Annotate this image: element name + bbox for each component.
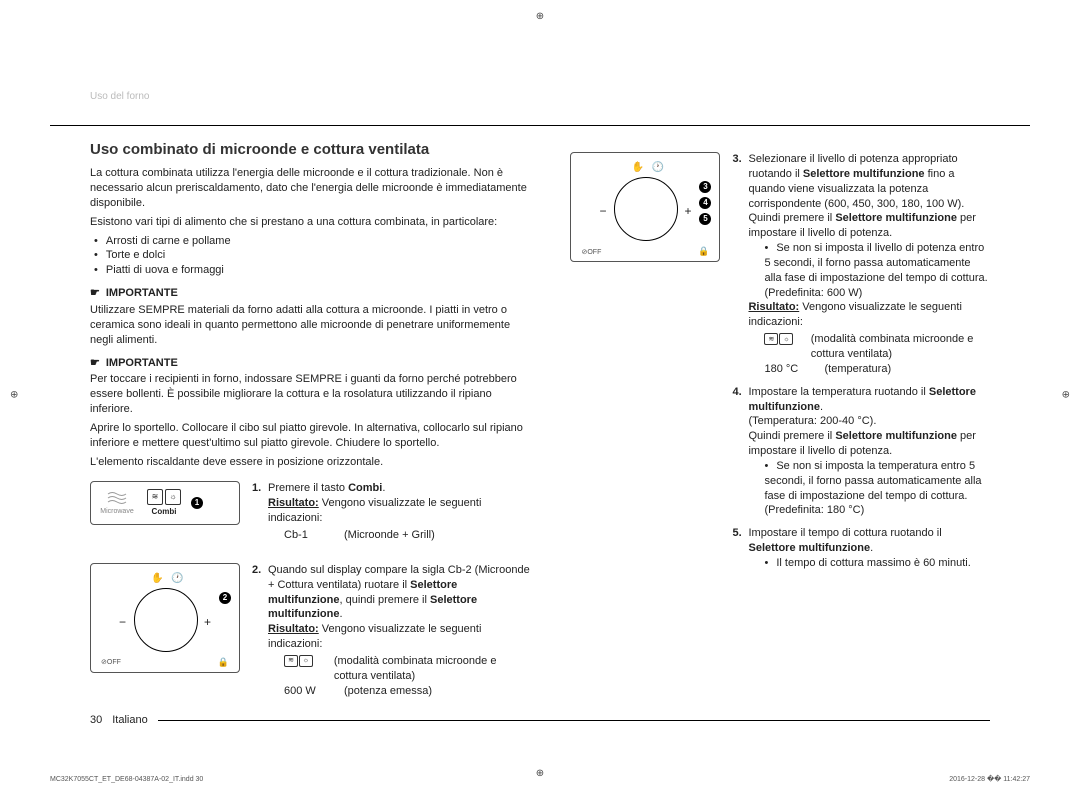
crop-mark-left: ⊕ xyxy=(10,388,18,402)
mode-icons: ≋☼ xyxy=(284,655,313,667)
step-badge-2: 2 xyxy=(219,592,231,604)
step-2-row: ✋ 🕐 − + ⊘OFF 🔒 2 2. Quando sul display c… xyxy=(90,563,530,707)
off-label: ⊘OFF xyxy=(101,658,121,667)
print-file-meta: MC32K7055CT_ET_DE68-04387A-02_IT.indd 30 xyxy=(50,775,203,784)
important-heading: IMPORTANTE xyxy=(90,286,530,301)
important-heading: IMPORTANTE xyxy=(90,356,530,371)
divider-line xyxy=(50,125,1030,126)
bullet-item: Piatti di uova e formaggi xyxy=(94,263,530,278)
step-2-text: 2. Quando sul display compare la sigla C… xyxy=(252,563,530,707)
step-345-row: ✋ 🕐 − + ⊘OFF 🔒 3 4 5 xyxy=(570,152,990,579)
step-badge-5: 5 xyxy=(699,213,711,225)
open-door: Aprire lo sportello. Collocare il cibo s… xyxy=(90,421,530,451)
intro-2: Esistono vari tipi di alimento che si pr… xyxy=(90,215,530,230)
clock-icon: 🕐 xyxy=(171,572,183,586)
page-number: 30 xyxy=(90,713,102,728)
crop-mark-top: ⊕ xyxy=(536,10,544,24)
step-badge-3: 3 xyxy=(699,181,711,193)
mode-icons: ≋☼ xyxy=(764,333,793,345)
bullet-item: Torte e dolci xyxy=(94,248,530,263)
clock-icon: 🕐 xyxy=(651,161,663,175)
left-column: Uso combinato di microonde e cottura ven… xyxy=(90,140,530,700)
bullet-item: Arrosti di carne e pollame xyxy=(94,234,530,249)
combi-button-figure: Microwave ≋☼ Combi 1 xyxy=(90,481,240,550)
heating-horiz: L'elemento riscaldante deve essere in po… xyxy=(90,455,530,470)
page-footer: 30 Italiano xyxy=(90,713,990,728)
section-tab: Uso del forno xyxy=(90,90,149,104)
combi-icon: ≋☼ xyxy=(147,489,181,505)
step-345-text: 3. Selezionare il livello di potenza app… xyxy=(732,152,990,579)
dial-figure-step2: ✋ 🕐 − + ⊘OFF 🔒 2 xyxy=(90,563,240,707)
step-badge-1: 1 xyxy=(191,497,203,509)
lock-icon: 🔒 xyxy=(218,656,229,668)
food-list: Arrosti di carne e pollame Torte e dolci… xyxy=(90,234,530,279)
microwave-icon: Microwave xyxy=(97,488,137,518)
dial-figure-step345: ✋ 🕐 − + ⊘OFF 🔒 3 4 5 xyxy=(570,152,720,579)
important-1: Utilizzare SEMPRE materiali da forno ada… xyxy=(90,303,530,348)
print-date-meta: 2016-12-28 �� 11:42:27 xyxy=(949,775,1030,784)
lock-icon: 🔒 xyxy=(698,245,709,257)
dial-icon xyxy=(134,588,198,652)
hand-icon: ✋ xyxy=(151,572,163,586)
step-badge-4: 4 xyxy=(699,197,711,209)
right-column: ✋ 🕐 − + ⊘OFF 🔒 3 4 5 xyxy=(570,140,990,700)
important-2: Per toccare i recipienti in forno, indos… xyxy=(90,372,530,417)
page-language: Italiano xyxy=(112,713,147,728)
page-title: Uso combinato di microonde e cottura ven… xyxy=(90,140,530,160)
intro-1: La cottura combinata utilizza l'energia … xyxy=(90,166,530,211)
content-columns: Uso combinato di microonde e cottura ven… xyxy=(90,140,990,700)
page-frame: Uso del forno Uso combinato di microonde… xyxy=(50,50,1030,740)
crop-mark-bottom: ⊕ xyxy=(536,767,544,781)
hand-icon: ✋ xyxy=(631,161,643,175)
dial-icon xyxy=(614,177,678,241)
off-label: ⊘OFF xyxy=(581,248,601,257)
step-1-row: Microwave ≋☼ Combi 1 1. Premere il tas xyxy=(90,481,530,550)
step-1-text: 1. Premere il tasto Combi. Risultato: Ve… xyxy=(252,481,530,550)
crop-mark-right: ⊕ xyxy=(1062,388,1070,402)
